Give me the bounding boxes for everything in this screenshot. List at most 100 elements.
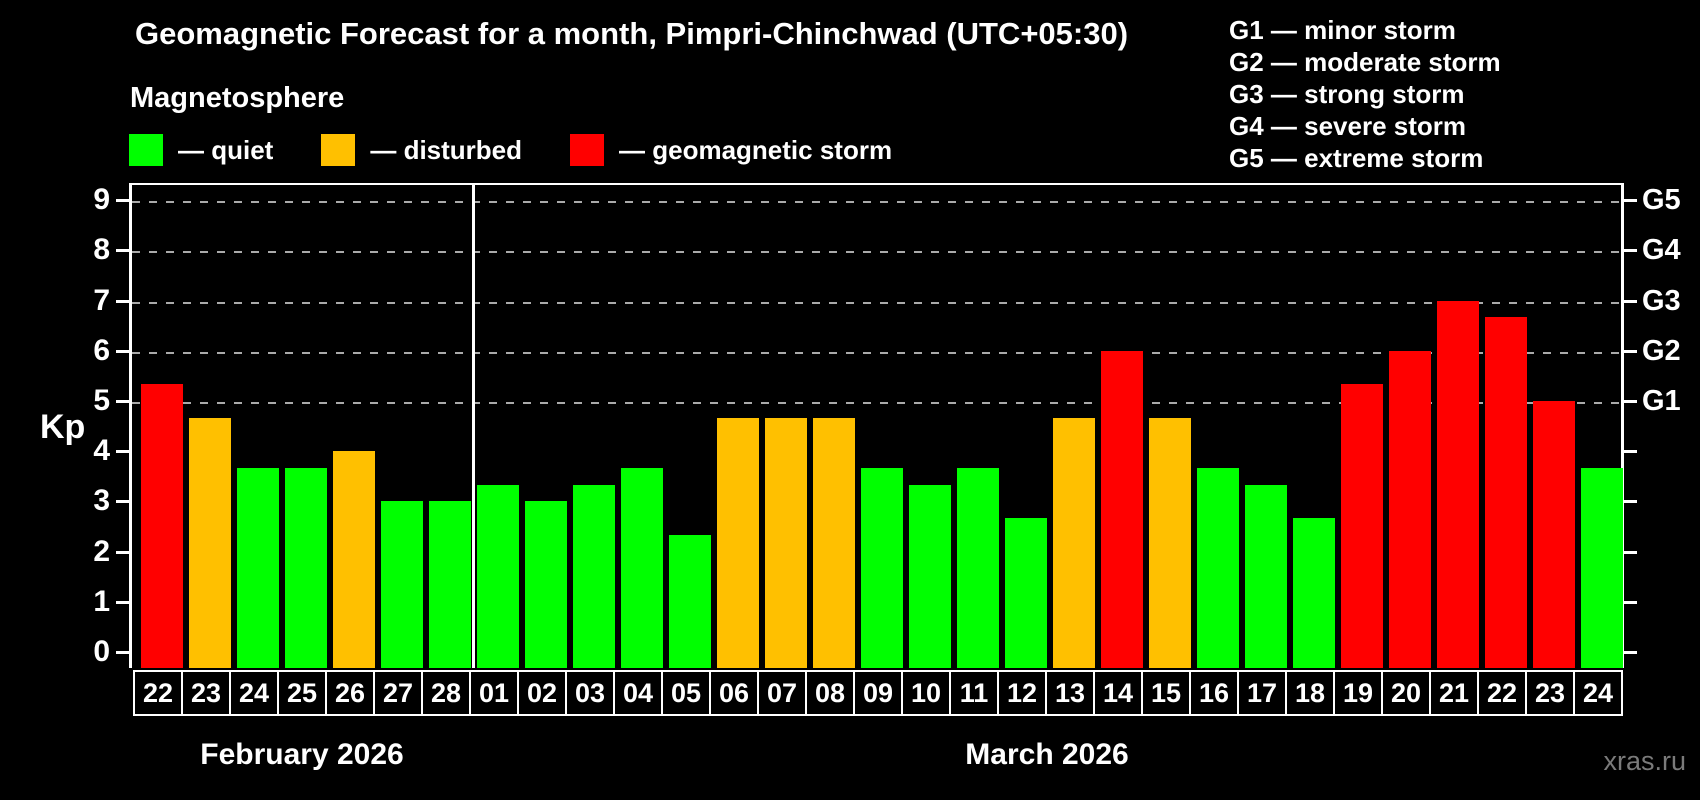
y-axis-tick-right-5 xyxy=(1624,400,1637,403)
day-cell-07: 07 xyxy=(757,670,807,716)
kp-bar-day-05 xyxy=(669,535,711,668)
legend-item-quiet: — quiet xyxy=(129,134,273,166)
day-cell-22: 22 xyxy=(1477,670,1527,716)
y-axis-label-9: 9 xyxy=(93,183,110,217)
kp-bar-day-25 xyxy=(285,467,327,668)
y-axis-tick-right-8 xyxy=(1624,249,1637,253)
gridline-kp8 xyxy=(132,251,1621,254)
kp-bar-day-13 xyxy=(1053,417,1095,668)
kp-bar-day-15 xyxy=(1149,417,1191,668)
y-axis-label-2: 2 xyxy=(93,534,110,568)
day-cell-26: 26 xyxy=(325,670,375,716)
y-axis-label-6: 6 xyxy=(93,333,110,367)
y-axis-tick-left-1 xyxy=(116,600,129,604)
day-cell-23: 23 xyxy=(181,670,231,716)
kp-bar-day-24 xyxy=(1581,467,1623,668)
day-cell-09: 09 xyxy=(853,670,903,716)
day-cell-25: 25 xyxy=(277,670,327,716)
page-title: Geomagnetic Forecast for a month, Pimpri… xyxy=(135,16,1129,51)
storm-scale-legend: G1 — minor storm G2 — moderate storm G3 — … xyxy=(1229,14,1501,174)
month-label-february: February 2026 xyxy=(200,738,404,771)
legend-swatch-disturbed xyxy=(321,134,356,166)
y-axis-tick-right-0 xyxy=(1624,651,1637,654)
day-cell-04: 04 xyxy=(613,670,663,716)
right-axis-label-g2: G2 xyxy=(1642,334,1681,367)
kp-bar-day-11 xyxy=(957,467,999,668)
kp-bar-day-17 xyxy=(1245,484,1287,668)
y-axis-tick-left-3 xyxy=(116,500,129,504)
chart-subtitle: Magnetosphere xyxy=(130,82,345,114)
kp-bar-day-28 xyxy=(429,501,471,668)
day-cell-21: 21 xyxy=(1429,670,1479,716)
kp-bar-day-03 xyxy=(573,484,615,668)
legend-item-storm: — geomagnetic storm xyxy=(570,134,892,166)
day-cell-20: 20 xyxy=(1381,670,1431,716)
y-axis-label-3: 3 xyxy=(93,484,110,518)
gridline-kp9 xyxy=(132,201,1621,204)
y-axis-tick-right-6 xyxy=(1624,349,1637,353)
kp-bar-day-12 xyxy=(1005,517,1047,668)
gridline-kp5 xyxy=(132,402,1621,404)
kp-bar-day-14 xyxy=(1101,350,1143,668)
kp-bar-day-09 xyxy=(861,467,903,668)
day-cell-10: 10 xyxy=(901,670,951,716)
y-axis-tick-left-2 xyxy=(116,550,129,554)
day-cell-14: 14 xyxy=(1093,670,1143,716)
y-axis-label-0: 0 xyxy=(93,635,110,668)
day-cell-03: 03 xyxy=(565,670,615,716)
y-axis-tick-right-2 xyxy=(1624,550,1637,554)
g-legend-line-5: G5 — extreme storm xyxy=(1229,143,1484,173)
y-axis-label-8: 8 xyxy=(93,233,110,267)
day-cell-01: 01 xyxy=(469,670,519,716)
legend-label-disturbed: — disturbed xyxy=(370,134,523,165)
day-cell-19: 19 xyxy=(1333,670,1383,716)
day-cell-23: 23 xyxy=(1525,670,1575,716)
day-cell-12: 12 xyxy=(997,670,1047,716)
legend-item-disturbed: — disturbed xyxy=(321,134,522,166)
kp-bar-day-18 xyxy=(1293,517,1335,668)
kp-bar-day-20 xyxy=(1389,350,1431,668)
kp-bar-day-19 xyxy=(1341,384,1383,668)
y-axis-tick-right-9 xyxy=(1624,199,1637,203)
y-axis-label-4: 4 xyxy=(93,434,110,468)
kp-bar-day-10 xyxy=(909,484,951,668)
y-axis-tick-right-3 xyxy=(1624,500,1637,504)
plot-area xyxy=(129,183,1624,668)
right-axis-label-g1: G1 xyxy=(1642,385,1681,417)
right-axis-label-g4: G4 xyxy=(1642,234,1681,267)
g-legend-line-1: G1 — minor storm xyxy=(1229,15,1456,45)
right-axis-label-g3: G3 xyxy=(1642,284,1681,317)
kp-bar-day-21 xyxy=(1437,300,1479,668)
month-label-march: March 2026 xyxy=(965,738,1129,771)
y-axis-tick-left-8 xyxy=(116,249,129,253)
legend-swatch-quiet xyxy=(129,134,163,166)
gridline-kp6 xyxy=(132,351,1621,354)
y-axis-label-5: 5 xyxy=(93,384,110,417)
y-axis-label-7: 7 xyxy=(93,283,110,317)
kp-bar-day-23 xyxy=(189,417,231,668)
day-cell-17: 17 xyxy=(1237,670,1287,716)
legend-label-storm: — geomagnetic storm xyxy=(619,134,893,165)
y-axis-tick-right-7 xyxy=(1624,299,1637,303)
kp-bar-day-26 xyxy=(333,451,375,668)
day-cell-24: 24 xyxy=(229,670,279,716)
kp-bar-day-22 xyxy=(1485,317,1527,668)
g-legend-line-3: G3 — strong storm xyxy=(1229,79,1465,109)
kp-bar-day-07 xyxy=(765,417,807,668)
y-axis-tick-right-4 xyxy=(1624,450,1637,454)
legend-label-quiet: — quiet xyxy=(178,134,274,165)
kp-bar-day-24 xyxy=(237,467,279,668)
legend-swatch-storm xyxy=(570,134,605,166)
kp-bar-day-02 xyxy=(525,501,567,668)
y-axis-tick-left-9 xyxy=(116,199,129,203)
y-axis-tick-left-4 xyxy=(116,450,129,454)
kp-bar-day-04 xyxy=(621,467,663,668)
kp-bar-day-16 xyxy=(1197,467,1239,668)
g-legend-line-4: G4 — severe storm xyxy=(1229,111,1467,141)
day-cell-22: 22 xyxy=(133,670,183,716)
kp-bar-day-08 xyxy=(813,417,855,668)
day-cell-16: 16 xyxy=(1189,670,1239,716)
y-axis-tick-left-0 xyxy=(116,651,129,654)
day-cell-02: 02 xyxy=(517,670,567,716)
gridline-kp7 xyxy=(132,301,1621,304)
